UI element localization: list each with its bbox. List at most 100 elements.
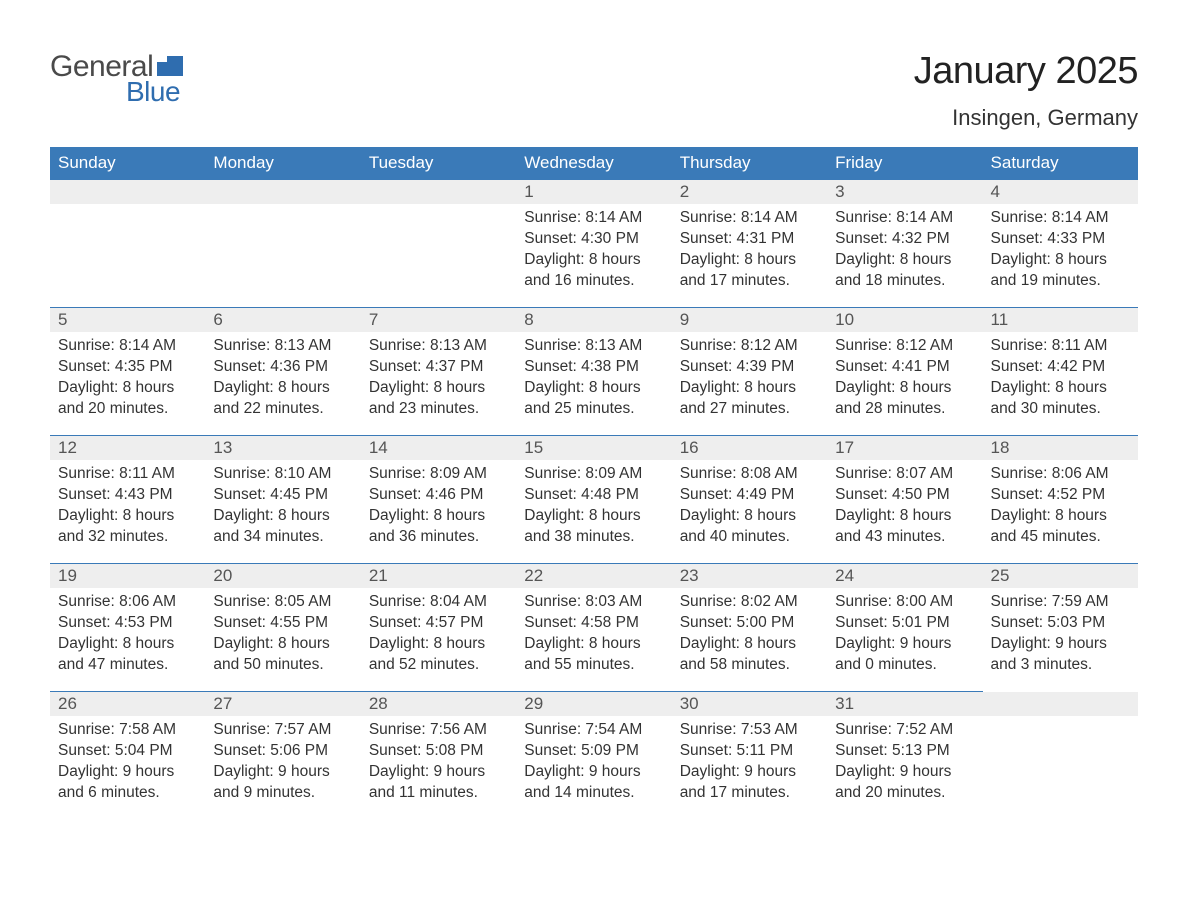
day-cell: 16 Sunrise: 8:08 AMSunset: 4:49 PMDayligh… xyxy=(672,436,827,564)
day-details: Sunrise: 8:12 AMSunset: 4:39 PMDaylight:… xyxy=(672,332,827,428)
sunrise-line: Sunrise: 8:11 AM xyxy=(58,464,197,485)
daylight-line: Daylight: 8 hours and 23 minutes. xyxy=(369,378,508,420)
day-cell: 23Sunrise: 8:02 AMSunset: 5:00 PMDayligh… xyxy=(672,564,827,692)
day-number: 30 xyxy=(672,692,827,716)
day-cell: 17 Sunrise: 8:07 AMSunset: 4:50 PMDayligh… xyxy=(827,436,982,564)
day-details: Sunrise: 8:13 AMSunset: 4:36 PMDaylight:… xyxy=(205,332,360,428)
day-cell: 18Sunrise: 8:06 AMSunset: 4:52 PMDayligh… xyxy=(983,436,1138,564)
daylight-line: Daylight: 8 hours and 43 minutes. xyxy=(835,506,974,548)
logo-text-blue: Blue xyxy=(126,76,180,108)
day-number: 1 xyxy=(516,180,671,204)
daylight-line: Daylight: 9 hours and 17 minutes. xyxy=(680,762,819,804)
daylight-line: Daylight: 9 hours and 3 minutes. xyxy=(991,634,1130,676)
sunrise-line: Sunrise: 8:14 AM xyxy=(524,208,663,229)
day-cell: 21Sunrise: 8:04 AMSunset: 4:57 PMDayligh… xyxy=(361,564,516,692)
daylight-line: Daylight: 8 hours and 16 minutes. xyxy=(524,250,663,292)
sunrise-line: Sunrise: 8:00 AM xyxy=(835,592,974,613)
day-number: 11 xyxy=(983,308,1138,332)
sunrise-line: Sunrise: 8:07 AM xyxy=(835,464,974,485)
calendar-week-row: 19Sunrise: 8:06 AMSunset: 4:53 PMDayligh… xyxy=(50,564,1138,692)
sunset-line: Sunset: 4:49 PM xyxy=(680,485,819,506)
sunrise-line: Sunrise: 8:09 AM xyxy=(369,464,508,485)
day-cell: 5Sunrise: 8:14 AMSunset: 4:35 PMDaylight… xyxy=(50,308,205,436)
month-title: January 2025 xyxy=(914,50,1138,93)
day-cell: 25Sunrise: 7:59 AMSunset: 5:03 PMDayligh… xyxy=(983,564,1138,692)
day-number: 16 xyxy=(672,436,827,460)
sunrise-line: Sunrise: 8:13 AM xyxy=(524,336,663,357)
daylight-line: Daylight: 8 hours and 55 minutes. xyxy=(524,634,663,676)
calendar-week-row: 12Sunrise: 8:11 AMSunset: 4:43 PMDayligh… xyxy=(50,436,1138,564)
daylight-line: Daylight: 8 hours and 28 minutes. xyxy=(835,378,974,420)
day-number: 17 xyxy=(827,436,982,460)
daylight-line: Daylight: 8 hours and 25 minutes. xyxy=(524,378,663,420)
sunset-line: Sunset: 5:11 PM xyxy=(680,741,819,762)
day-number: 20 xyxy=(205,564,360,588)
empty-day-cell xyxy=(205,180,360,308)
sunset-line: Sunset: 5:03 PM xyxy=(991,613,1130,634)
sunset-line: Sunset: 4:50 PM xyxy=(835,485,974,506)
sunset-line: Sunset: 5:09 PM xyxy=(524,741,663,762)
calendar-week-row: 26Sunrise: 7:58 AMSunset: 5:04 PMDayligh… xyxy=(50,692,1138,820)
day-number: 31 xyxy=(827,692,982,716)
day-details: Sunrise: 8:14 AMSunset: 4:31 PMDaylight:… xyxy=(672,204,827,300)
day-details: Sunrise: 7:56 AMSunset: 5:08 PMDaylight:… xyxy=(361,716,516,812)
sunrise-line: Sunrise: 8:14 AM xyxy=(58,336,197,357)
day-details: Sunrise: 7:59 AMSunset: 5:03 PMDaylight:… xyxy=(983,588,1138,684)
column-header: Wednesday xyxy=(516,147,671,180)
sunset-line: Sunset: 4:31 PM xyxy=(680,229,819,250)
sunset-line: Sunset: 4:52 PM xyxy=(991,485,1130,506)
sunset-line: Sunset: 4:36 PM xyxy=(213,357,352,378)
sunrise-line: Sunrise: 7:54 AM xyxy=(524,720,663,741)
sunrise-line: Sunrise: 8:03 AM xyxy=(524,592,663,613)
day-cell: 3Sunrise: 8:14 AMSunset: 4:32 PMDaylight… xyxy=(827,180,982,308)
calendar-week-row: 1Sunrise: 8:14 AMSunset: 4:30 PMDaylight… xyxy=(50,180,1138,308)
day-number: 19 xyxy=(50,564,205,588)
day-cell: 8Sunrise: 8:13 AMSunset: 4:38 PMDaylight… xyxy=(516,308,671,436)
daylight-line: Daylight: 8 hours and 47 minutes. xyxy=(58,634,197,676)
daylight-line: Daylight: 8 hours and 34 minutes. xyxy=(213,506,352,548)
day-number-bar xyxy=(50,180,205,204)
day-cell: 20Sunrise: 8:05 AMSunset: 4:55 PMDayligh… xyxy=(205,564,360,692)
day-details: Sunrise: 7:52 AMSunset: 5:13 PMDaylight:… xyxy=(827,716,982,812)
day-number: 12 xyxy=(50,436,205,460)
sunrise-line: Sunrise: 7:58 AM xyxy=(58,720,197,741)
sunrise-line: Sunrise: 8:08 AM xyxy=(680,464,819,485)
day-cell: 1Sunrise: 8:14 AMSunset: 4:30 PMDaylight… xyxy=(516,180,671,308)
sunset-line: Sunset: 4:53 PM xyxy=(58,613,197,634)
day-number: 3 xyxy=(827,180,982,204)
day-number: 14 xyxy=(361,436,516,460)
sunset-line: Sunset: 4:45 PM xyxy=(213,485,352,506)
sunset-line: Sunset: 5:06 PM xyxy=(213,741,352,762)
day-cell: 14Sunrise: 8:09 AMSunset: 4:46 PMDayligh… xyxy=(361,436,516,564)
day-cell: 31Sunrise: 7:52 AMSunset: 5:13 PMDayligh… xyxy=(827,692,982,820)
sunrise-line: Sunrise: 8:04 AM xyxy=(369,592,508,613)
day-number: 6 xyxy=(205,308,360,332)
day-details: Sunrise: 8:11 AMSunset: 4:43 PMDaylight:… xyxy=(50,460,205,556)
column-header: Monday xyxy=(205,147,360,180)
day-cell: 19Sunrise: 8:06 AMSunset: 4:53 PMDayligh… xyxy=(50,564,205,692)
day-number: 15 xyxy=(516,436,671,460)
daylight-line: Daylight: 9 hours and 14 minutes. xyxy=(524,762,663,804)
column-header: Thursday xyxy=(672,147,827,180)
daylight-line: Daylight: 8 hours and 20 minutes. xyxy=(58,378,197,420)
day-cell: 12Sunrise: 8:11 AMSunset: 4:43 PMDayligh… xyxy=(50,436,205,564)
day-number: 4 xyxy=(983,180,1138,204)
day-cell: 29Sunrise: 7:54 AMSunset: 5:09 PMDayligh… xyxy=(516,692,671,820)
day-number-bar xyxy=(983,692,1138,716)
calendar-body: 1Sunrise: 8:14 AMSunset: 4:30 PMDaylight… xyxy=(50,180,1138,820)
day-number: 7 xyxy=(361,308,516,332)
sunrise-line: Sunrise: 8:02 AM xyxy=(680,592,819,613)
daylight-line: Daylight: 8 hours and 40 minutes. xyxy=(680,506,819,548)
sunset-line: Sunset: 4:58 PM xyxy=(524,613,663,634)
day-cell: 24Sunrise: 8:00 AMSunset: 5:01 PMDayligh… xyxy=(827,564,982,692)
daylight-line: Daylight: 8 hours and 18 minutes. xyxy=(835,250,974,292)
day-details: Sunrise: 7:58 AMSunset: 5:04 PMDaylight:… xyxy=(50,716,205,812)
day-cell: 13Sunrise: 8:10 AMSunset: 4:45 PMDayligh… xyxy=(205,436,360,564)
sunrise-line: Sunrise: 7:56 AM xyxy=(369,720,508,741)
daylight-line: Daylight: 9 hours and 6 minutes. xyxy=(58,762,197,804)
day-details: Sunrise: 8:04 AMSunset: 4:57 PMDaylight:… xyxy=(361,588,516,684)
day-cell: 15Sunrise: 8:09 AMSunset: 4:48 PMDayligh… xyxy=(516,436,671,564)
column-header: Sunday xyxy=(50,147,205,180)
day-number: 5 xyxy=(50,308,205,332)
day-number: 27 xyxy=(205,692,360,716)
